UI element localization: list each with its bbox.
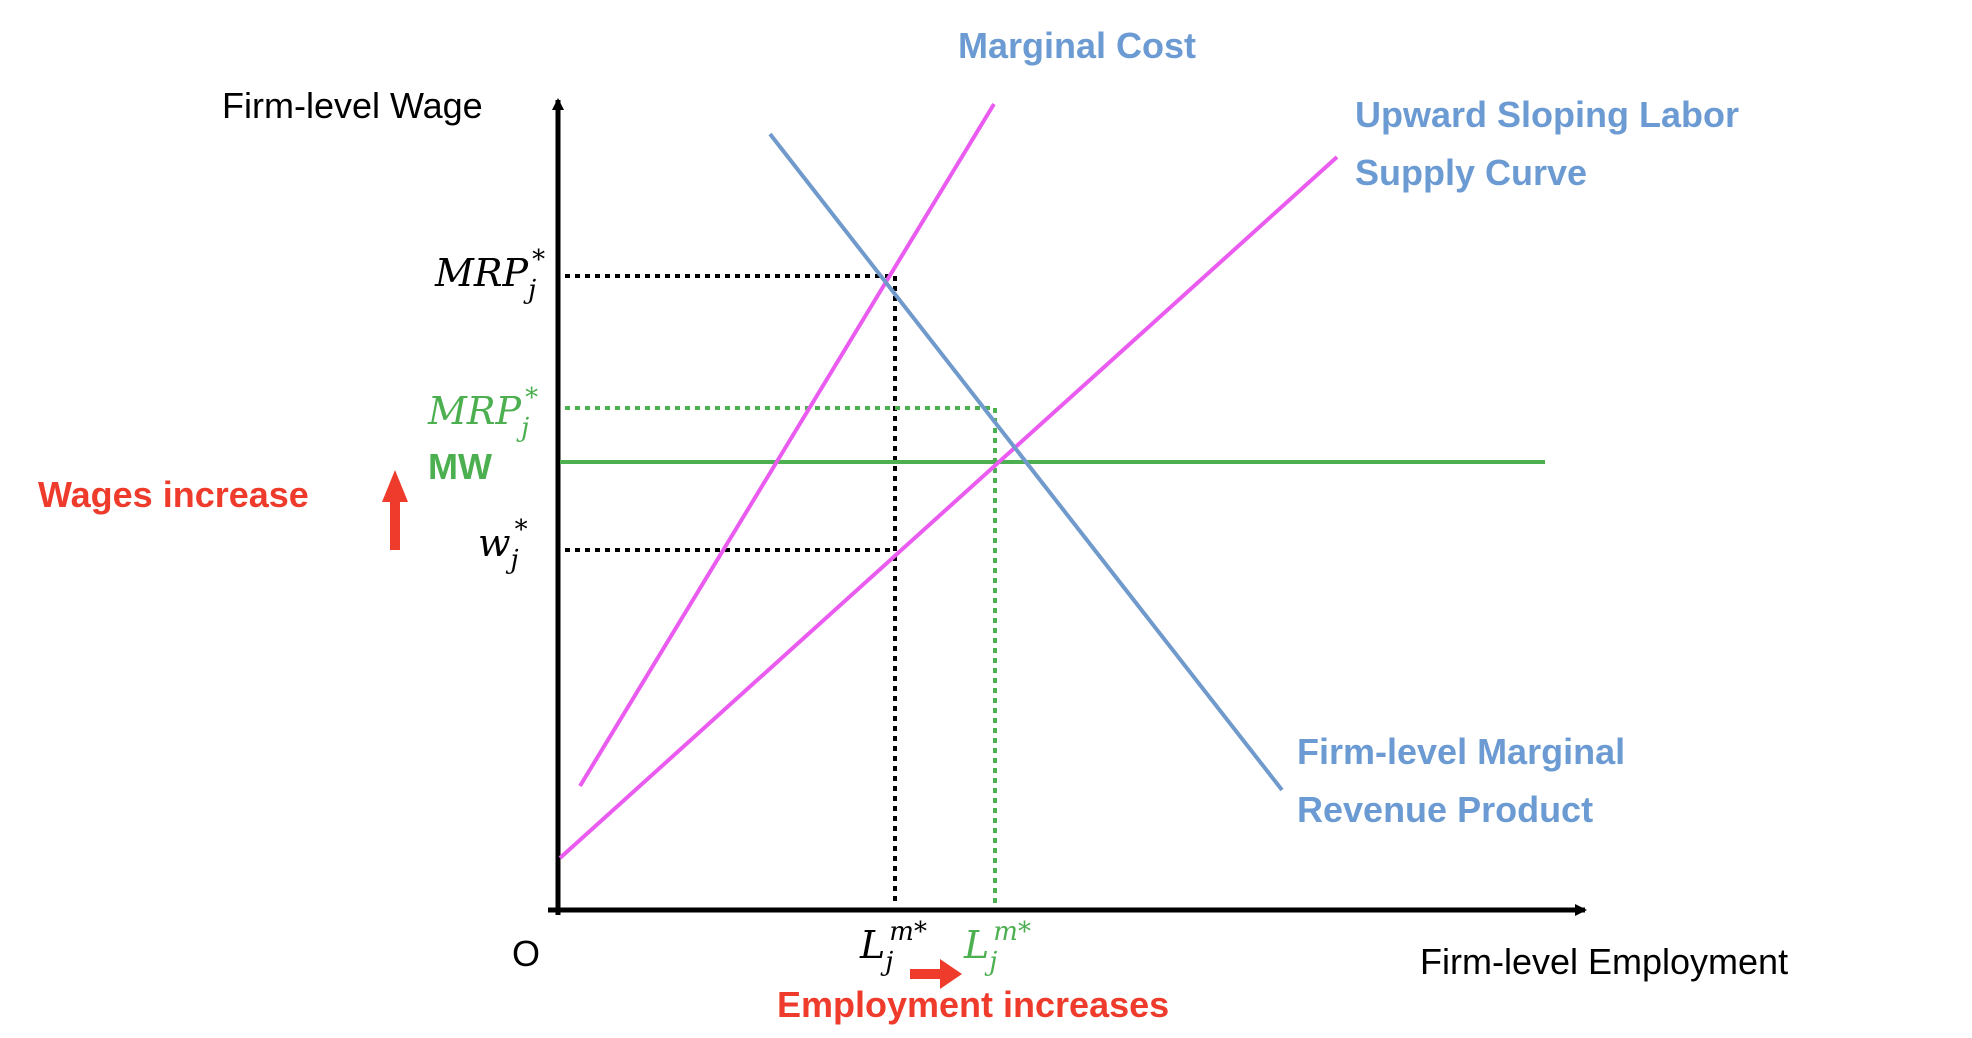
wages-increase-label: Wages increase — [38, 474, 309, 515]
mrp-curve — [768, 132, 1284, 792]
w-star-tick-label: wj* — [478, 515, 528, 575]
labor-supply-label-line1: Upward Sloping Labor — [1355, 94, 1739, 135]
marginal-cost-label: Marginal Cost — [958, 25, 1196, 66]
employment-increases-label: Employment increases — [777, 984, 1169, 1025]
labor-supply-label-line2: Supply Curve — [1355, 152, 1587, 193]
mw-mrp-star-tick-label: MRPj* — [427, 383, 538, 443]
up-arrow-icon — [382, 470, 408, 550]
mw-tick-label: MW — [428, 446, 492, 487]
y-axis-label: Firm-level Wage — [222, 85, 483, 126]
marginal-cost-curve — [578, 102, 996, 788]
l-m-star-mw-tick-label: Ljm* — [963, 917, 1031, 977]
mrp-star-tick-label: MRPj* — [434, 245, 545, 305]
right-arrow-icon — [910, 959, 962, 989]
x-axis-label: Firm-level Employment — [1420, 941, 1788, 982]
l-m-star-tick-label: Ljm* — [859, 917, 927, 977]
labor-supply-curve — [558, 155, 1339, 860]
origin-label: O — [512, 933, 540, 974]
mrp-label-line1: Firm-level Marginal — [1297, 731, 1625, 772]
mrp-label-line2: Revenue Product — [1297, 789, 1593, 830]
